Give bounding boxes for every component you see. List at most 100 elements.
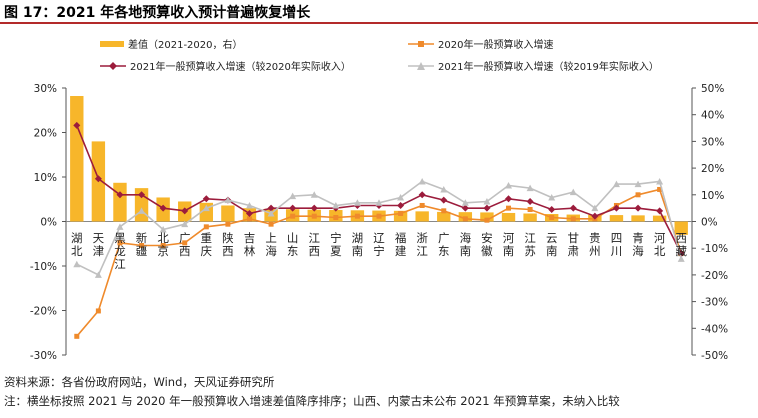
title-rule (0, 22, 758, 24)
point (245, 209, 253, 217)
point (569, 204, 577, 212)
category-label: 湖北 (71, 231, 83, 258)
point (548, 205, 556, 213)
point (505, 181, 513, 189)
category-label: 青海 (632, 231, 644, 258)
point (181, 220, 189, 228)
left-tick-label: -30% (30, 350, 57, 362)
legend-label-2020: 2020年一般预算收入增速 (438, 38, 553, 51)
point (268, 221, 274, 227)
point (73, 260, 81, 268)
category-label: 天津 (93, 231, 105, 258)
bar (652, 215, 667, 222)
point (419, 202, 425, 208)
point (612, 204, 620, 212)
point (94, 271, 102, 278)
point (94, 175, 102, 183)
point (484, 217, 490, 223)
point (591, 212, 599, 220)
bar (437, 211, 451, 222)
point (354, 213, 360, 219)
category-label: 河南 (503, 231, 515, 258)
bar (113, 182, 127, 222)
right-tick-label: -40% (701, 323, 728, 335)
point (117, 240, 123, 246)
series-1 (74, 186, 684, 339)
category-label: 北京 (157, 231, 169, 258)
category-label: 贵州 (589, 231, 601, 258)
point (591, 204, 599, 212)
category-label: 福建 (395, 231, 407, 258)
left-tick-label: 20% (34, 128, 57, 140)
point (139, 243, 145, 249)
point (677, 255, 685, 262)
point (246, 216, 252, 222)
point (159, 226, 167, 233)
point (526, 197, 534, 205)
right-tick-label: 40% (701, 110, 724, 122)
category-label: 黑龙江 (114, 231, 126, 271)
category-label: 新疆 (136, 231, 148, 258)
category-label: 四川 (611, 231, 623, 258)
point (138, 207, 146, 214)
point (310, 204, 318, 212)
point (73, 121, 81, 129)
point (418, 191, 426, 199)
category-label: 海南 (460, 231, 472, 258)
point (612, 180, 620, 188)
category-label: 辽宁 (373, 231, 385, 258)
bar (70, 96, 84, 222)
category-label: 浙江 (416, 231, 428, 258)
legend-label-bar: 差值（2021-2020，右） (128, 38, 243, 51)
right-tick-label: -10% (701, 243, 728, 255)
source-note: 资料来源：各省份政府网站，Wind，天风证券研究所 (4, 375, 275, 389)
category-label: 甘肃 (568, 231, 580, 258)
legend-label-2021-vs2019: 2021年一般预算收入增速（较2019年实际收入） (438, 60, 659, 73)
point (74, 333, 80, 339)
right-tick-label: 10% (701, 190, 724, 202)
point (441, 208, 447, 214)
point (160, 243, 166, 249)
category-label: 宁夏 (330, 231, 342, 258)
series-3 (73, 177, 685, 278)
point (116, 191, 124, 199)
figure-title: 图 17：2021 年各地预算收入预计普遍恢复增长 (4, 5, 311, 21)
point (202, 204, 210, 212)
legend: 差值（2021-2020，右） 2020年一般预算收入增速 2021年一般预算收… (100, 38, 659, 73)
point (397, 193, 405, 201)
category-label: 吉林 (244, 231, 256, 258)
right-axis-ticks: 50% 40% 30% 20% 10% 0% -10% -20% -30% -40% -50% (692, 83, 728, 362)
point (159, 204, 167, 212)
point (527, 206, 533, 212)
point (440, 185, 448, 193)
left-tick-label: -10% (30, 261, 57, 273)
point (245, 201, 253, 209)
point (353, 199, 361, 206)
point (656, 207, 664, 215)
bar (480, 212, 494, 222)
legend-label-2021-vs2020: 2021年一般预算收入增速（较2020年实际收入） (130, 60, 351, 73)
point (398, 210, 404, 216)
point (310, 191, 318, 198)
left-tick-label: 30% (34, 83, 57, 95)
point (505, 195, 513, 203)
point (225, 221, 231, 227)
point (397, 201, 405, 209)
right-tick-label: 30% (701, 136, 724, 148)
chart: 差值（2021-2020，右） 2020年一般预算收入增速 2021年一般预算收… (30, 38, 728, 362)
point (116, 223, 124, 230)
point (549, 214, 555, 220)
point (657, 186, 663, 192)
right-tick-label: -50% (701, 350, 728, 362)
point (506, 205, 512, 211)
point (224, 196, 232, 204)
right-tick-label: -20% (701, 270, 728, 282)
point (440, 196, 448, 204)
category-label: 湖南 (352, 231, 364, 258)
left-tick-label: 10% (34, 172, 57, 184)
point (267, 209, 275, 217)
point (569, 188, 577, 196)
right-tick-label: -30% (701, 297, 728, 309)
point (656, 177, 664, 185)
point (267, 204, 275, 212)
